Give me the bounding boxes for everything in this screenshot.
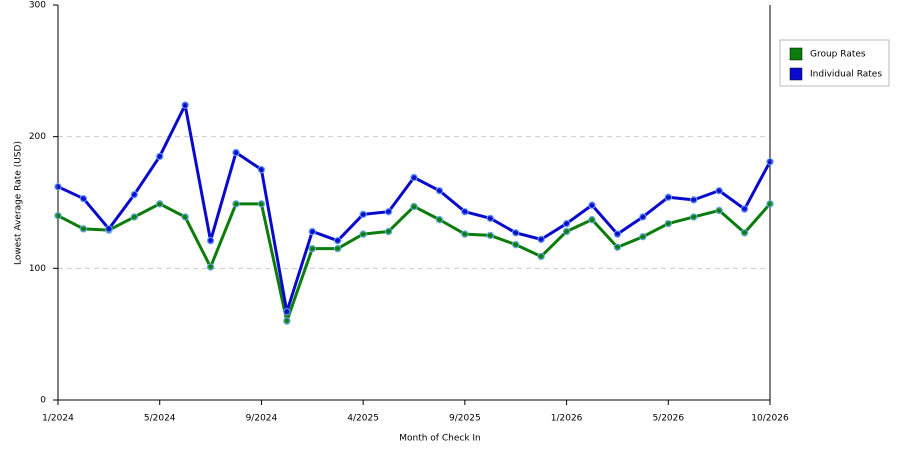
point (79, 194, 88, 203)
series-line (57, 202, 772, 323)
point (334, 236, 342, 245)
point (537, 252, 545, 261)
point (283, 317, 291, 325)
x-tick-label: 4/2025 (347, 414, 379, 424)
point (562, 227, 571, 236)
point (486, 214, 494, 223)
legend-label: Group Rates (810, 50, 866, 60)
point (766, 157, 774, 166)
x-tick-label: 5/2026 (652, 414, 684, 424)
point (384, 208, 393, 216)
point (410, 202, 418, 211)
point (308, 244, 316, 253)
point (588, 215, 596, 224)
point (181, 101, 189, 109)
point (384, 227, 393, 236)
point (690, 196, 698, 204)
point (410, 173, 418, 182)
point (562, 219, 571, 228)
point (283, 308, 291, 316)
point (156, 152, 164, 161)
point (715, 206, 723, 215)
y-tick-label: 100 (29, 264, 46, 274)
point (740, 229, 749, 237)
y-axis-label: Lowest Average Rate (USD) (14, 141, 24, 265)
point (54, 183, 62, 191)
x-tick-label: 10/2026 (751, 414, 789, 424)
point (334, 244, 342, 253)
y-tick-label: 300 (29, 1, 46, 11)
point (130, 190, 138, 199)
x-tick-label: 9/2025 (449, 414, 481, 424)
point (105, 225, 113, 233)
point (512, 240, 520, 249)
point (257, 200, 266, 208)
point (639, 233, 647, 241)
x-tick-label: 1/2024 (42, 414, 74, 424)
point (206, 263, 215, 271)
point (613, 230, 622, 238)
legend-swatch (789, 47, 803, 61)
point (181, 213, 189, 221)
point (232, 200, 240, 208)
point (461, 230, 469, 238)
y-tick-label: 0 (40, 396, 46, 406)
x-tick-label: 1/2026 (551, 414, 583, 424)
point (206, 236, 215, 245)
point (359, 230, 367, 238)
point (79, 225, 88, 233)
point (435, 215, 444, 224)
point (740, 205, 749, 213)
point (715, 186, 723, 195)
point (156, 200, 164, 208)
point (664, 219, 672, 228)
x-tick-label: 5/2024 (144, 414, 176, 424)
x-tick-label: 9/2024 (246, 414, 278, 424)
point (690, 213, 698, 221)
x-axis-label: Month of Check In (399, 434, 481, 444)
point (537, 235, 545, 244)
point (512, 229, 520, 237)
point (486, 231, 494, 240)
point (257, 165, 266, 174)
point (664, 193, 672, 201)
point (130, 213, 138, 221)
point (308, 227, 316, 236)
point (461, 208, 469, 216)
point (588, 201, 596, 209)
point (359, 210, 367, 219)
point (766, 200, 774, 208)
point (435, 186, 444, 195)
point (54, 211, 62, 220)
y-tick-label: 200 (29, 132, 46, 142)
legend-swatch (789, 67, 803, 81)
point (232, 148, 240, 157)
legend-label: Individual Rates (810, 70, 882, 80)
point (613, 243, 622, 251)
point (639, 213, 647, 221)
